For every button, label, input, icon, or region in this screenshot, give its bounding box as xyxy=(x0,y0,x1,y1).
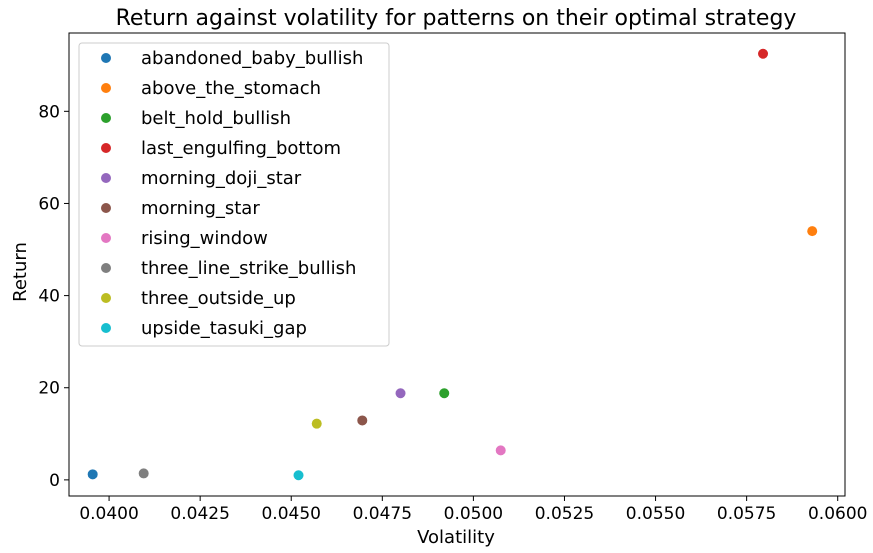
y-axis: 0 20 40 60 80 xyxy=(38,102,69,491)
chart-title: Return against volatility for patterns o… xyxy=(116,6,797,31)
data-point-last-engulfing-bottom xyxy=(758,48,769,59)
legend-entry-label: morning_star xyxy=(141,198,260,219)
legend-entry-label: last_engulfing_bottom xyxy=(141,138,341,159)
legend-marker xyxy=(101,83,111,93)
x-axis-label: Volatility xyxy=(417,527,495,548)
legend-entry-label: three_outside_up xyxy=(141,288,296,309)
legend-entry-label: upside_tasuki_gap xyxy=(141,318,307,339)
x-tick-label: 0.0400 xyxy=(79,504,138,524)
data-point-belt-hold-bullish xyxy=(439,388,450,399)
x-tick-label: 0.0500 xyxy=(444,504,503,524)
legend-entry-label: abandoned_baby_bullish xyxy=(141,48,363,69)
legend-marker xyxy=(101,263,111,273)
x-tick-label: 0.0525 xyxy=(535,504,594,524)
legend-marker xyxy=(101,203,111,213)
data-point-morning-doji-star xyxy=(395,388,406,399)
x-tick-label: 0.0575 xyxy=(717,504,776,524)
y-tick-label: 20 xyxy=(38,379,60,399)
plot-area-frame xyxy=(68,32,846,497)
legend-marker xyxy=(101,293,111,303)
x-tick-label: 0.0600 xyxy=(808,504,867,524)
legend-marker xyxy=(101,233,111,243)
legend-entry-label: three_line_strike_bullish xyxy=(141,258,356,279)
legend-marker xyxy=(101,173,111,183)
data-point-above-the-stomach xyxy=(807,226,818,237)
legend-marker xyxy=(101,323,111,333)
data-point-morning-star xyxy=(357,415,368,426)
x-tick-label: 0.0550 xyxy=(626,504,685,524)
data-point-abandoned-baby-bullish xyxy=(87,469,98,480)
legend-entry-label: morning_doji_star xyxy=(141,168,302,189)
data-points xyxy=(87,48,818,481)
data-point-three-line-strike-bullish xyxy=(138,468,149,479)
legend-frame xyxy=(78,42,390,347)
x-axis: 0.0400 0.0425 0.0450 0.0475 0.0500 0.0525 0.05… xyxy=(79,496,867,524)
legend-marker xyxy=(101,53,111,63)
legend-entry-label: rising_window xyxy=(141,228,268,249)
y-tick-label: 80 xyxy=(38,102,60,122)
data-point-upside-tasuki-gap xyxy=(293,470,304,481)
data-point-three-outside-up xyxy=(311,418,322,429)
legend-entry-label: above_the_stomach xyxy=(141,78,321,99)
y-tick-label: 60 xyxy=(38,194,60,214)
y-tick-label: 40 xyxy=(38,287,60,307)
y-tick-label: 0 xyxy=(49,471,60,491)
x-tick-label: 0.0475 xyxy=(353,504,412,524)
x-tick-label: 0.0450 xyxy=(261,504,320,524)
x-tick-label: 0.0425 xyxy=(170,504,229,524)
legend-marker xyxy=(101,143,111,153)
legend-entry-label: belt_hold_bullish xyxy=(141,108,291,129)
y-axis-label: Return xyxy=(10,242,31,302)
legend-marker xyxy=(101,113,111,123)
legend: abandoned_baby_bullish above_the_stomachb… xyxy=(78,42,390,347)
data-point-rising-window xyxy=(495,445,506,456)
